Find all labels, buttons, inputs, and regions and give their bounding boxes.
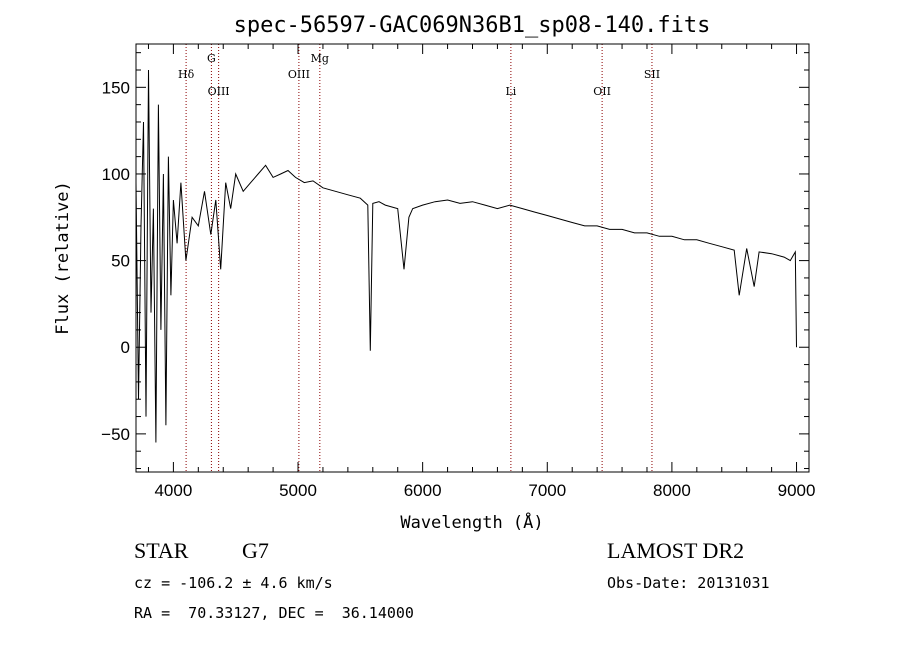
spectral-line-label: Li	[505, 85, 516, 98]
spectral-line-label: OIII	[208, 85, 230, 98]
y-tick-label: 0	[121, 338, 130, 357]
y-tick-label: 50	[111, 252, 130, 271]
x-axis-label: Wavelength (Å)	[400, 511, 543, 533]
x-tick-label: 9000	[778, 481, 816, 500]
y-tick-label: 100	[102, 165, 130, 184]
y-axis-label: Flux (relative)	[53, 181, 73, 335]
spectrum-line	[135, 69, 797, 443]
x-tick-label: 6000	[404, 481, 442, 500]
object-subclass: G7	[242, 538, 269, 563]
spectral-line-label: Mg	[311, 52, 329, 65]
x-tick-label: 8000	[653, 481, 691, 500]
tick-marks	[136, 44, 809, 472]
survey-name: LAMOST DR2	[607, 538, 745, 563]
x-tick-label: 7000	[528, 481, 566, 500]
spectral-line-label: G	[207, 52, 216, 65]
x-tick-label: 4000	[154, 481, 192, 500]
y-tick-label: −50	[101, 425, 130, 444]
chart-title: spec-56597-GAC069N36B1_sp08-140.fits	[234, 13, 711, 38]
spectral-line-label: OIII	[288, 68, 310, 81]
plot-frame	[135, 43, 810, 473]
redshift-readout: cz = -106.2 ± 4.6 km/s	[134, 574, 333, 592]
y-tick-labels: −50 0 50 100 150	[101, 78, 130, 444]
observation-date: Obs-Date: 20131031	[607, 574, 770, 592]
y-tick-label: 150	[102, 78, 130, 97]
x-tick-label: 5000	[279, 481, 317, 500]
coordinates-readout: RA = 70.33127, DEC = 36.14000	[134, 604, 414, 622]
object-type: STAR	[134, 538, 189, 563]
spectrum-series	[135, 69, 797, 443]
x-tick-labels: 4000 5000 6000 7000 8000 9000	[154, 481, 815, 500]
spectral-line-label: SII	[644, 68, 660, 81]
spectral-line-label: Hδ	[178, 68, 195, 81]
spectral-line-label: OII	[593, 85, 611, 98]
